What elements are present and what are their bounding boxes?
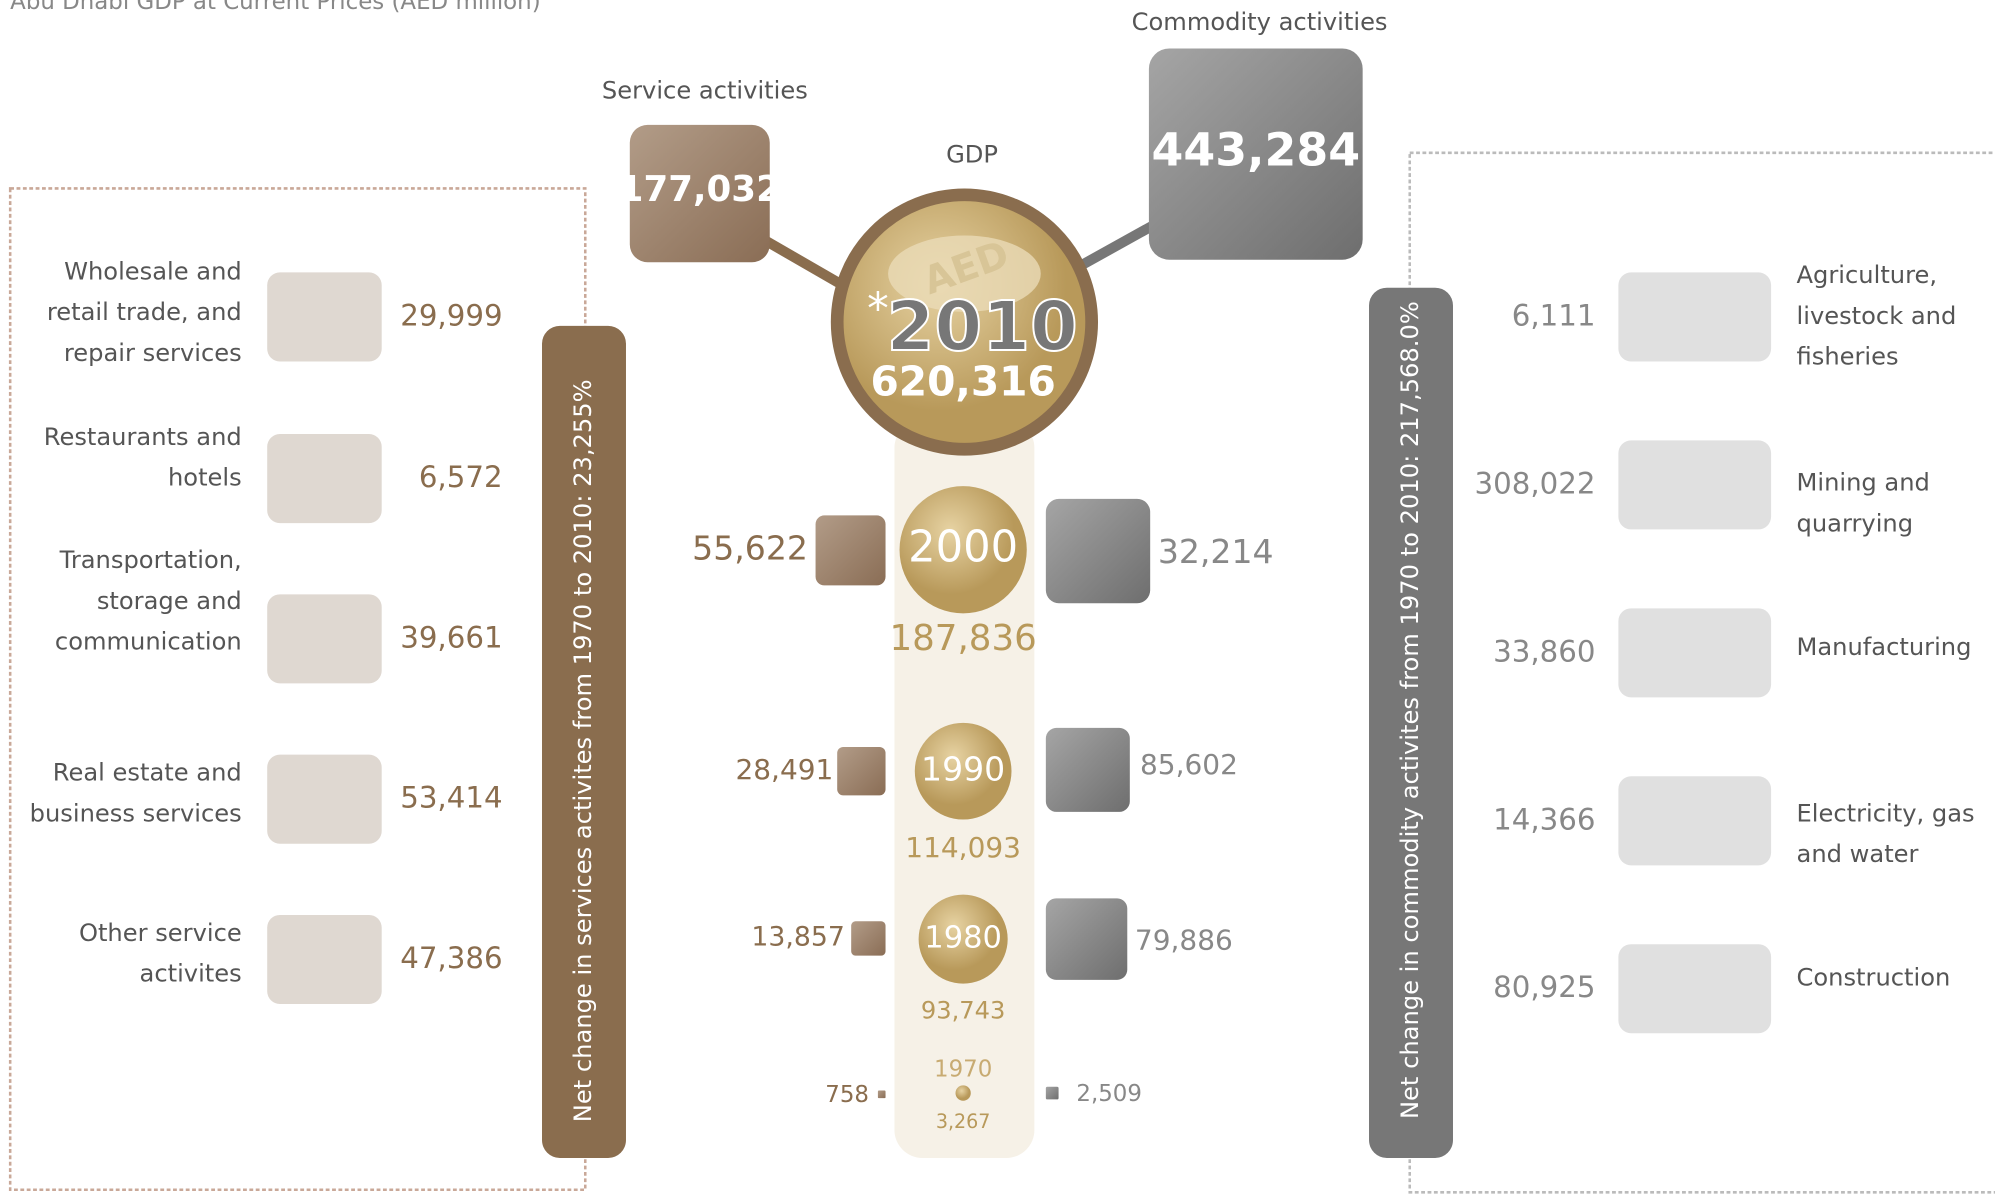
- infographic: Abu Dhabi GDP at Current Prices (AED mil…: [0, 0, 1995, 1195]
- label: Mining and: [1797, 469, 1930, 497]
- sector-icon: [267, 755, 382, 844]
- label: 443,284: [1151, 122, 1360, 176]
- label: 177,032: [619, 169, 781, 210]
- label: 47,386: [400, 941, 502, 975]
- label: Restaurants and: [44, 423, 242, 451]
- label: 1970: [934, 1057, 992, 1083]
- label: Transportation,: [59, 546, 242, 574]
- label: 2000: [908, 522, 1018, 572]
- label: 6,572: [419, 460, 503, 494]
- label: 93,743: [921, 997, 1006, 1025]
- label: 79,886: [1135, 924, 1233, 957]
- label: GDP: [946, 140, 998, 168]
- label: 32,214: [1158, 532, 1274, 571]
- label: Net change in services activites from 19…: [569, 379, 597, 1122]
- sector-icon: [1618, 776, 1771, 865]
- sector-icon: [1618, 608, 1771, 697]
- label: 6,111: [1512, 298, 1596, 332]
- sector-icon: [1618, 272, 1771, 361]
- label: Wholesale and: [64, 257, 242, 285]
- commodity-square: [1046, 728, 1130, 812]
- service-square: [837, 747, 885, 795]
- sector-icon: [267, 915, 382, 1004]
- label: 14,366: [1493, 802, 1595, 836]
- label: business services: [30, 799, 242, 827]
- label: 85,602: [1140, 748, 1238, 781]
- label: 2,509: [1076, 1081, 1142, 1107]
- label: Commodity activities: [1132, 8, 1388, 36]
- content: Abu Dhabi GDP at Current Prices (AED mil…: [10, 0, 1974, 1133]
- label: quarrying: [1797, 509, 1914, 537]
- label: fisheries: [1797, 343, 1899, 371]
- label: 39,661: [400, 620, 502, 654]
- label: hotels: [168, 464, 242, 492]
- label: Real estate and: [53, 759, 242, 787]
- label: 620,316: [870, 357, 1055, 405]
- commodity-square: [1046, 499, 1150, 603]
- sector-icon: [1618, 944, 1771, 1033]
- commodity-square: [1046, 1087, 1059, 1100]
- label: 3,267: [936, 1111, 991, 1133]
- page: Abu Dhabi GDP at Current Prices (AED mil…: [0, 0, 1995, 1195]
- label: Agriculture,: [1797, 261, 1938, 289]
- label: 80,925: [1493, 970, 1595, 1004]
- service-square: [878, 1091, 886, 1099]
- label: 33,860: [1493, 634, 1595, 668]
- label: communication: [55, 628, 242, 656]
- label: Net change in commodity activites from 1…: [1396, 301, 1424, 1119]
- label: Other service: [79, 919, 242, 947]
- label: livestock and: [1797, 302, 1957, 330]
- label: repair services: [64, 339, 242, 367]
- label: 187,836: [890, 618, 1037, 659]
- label: 308,022: [1475, 466, 1596, 500]
- label: 13,857: [751, 921, 844, 952]
- label: 1990: [921, 750, 1005, 789]
- commodity-square: [1046, 898, 1127, 979]
- label: 1980: [924, 921, 1002, 956]
- label: 53,414: [400, 781, 502, 815]
- sector-icon: [267, 272, 382, 361]
- label: 2010: [887, 287, 1078, 367]
- label: Manufacturing: [1797, 633, 1972, 661]
- label: 29,999: [400, 298, 502, 332]
- label: 758: [825, 1082, 869, 1108]
- label: Electricity, gas: [1797, 799, 1975, 827]
- sector-icon: [267, 434, 382, 523]
- label: and water: [1797, 840, 1919, 868]
- label: retail trade, and: [47, 298, 242, 326]
- label: 28,491: [735, 753, 833, 786]
- sector-icon: [1618, 440, 1771, 529]
- label: *: [867, 284, 889, 334]
- year-circle: [956, 1085, 971, 1100]
- label: Service activities: [602, 77, 808, 105]
- service-square: [851, 921, 885, 955]
- service-square: [816, 515, 886, 585]
- label: Abu Dhabi GDP at Current Prices (AED mil…: [10, 0, 540, 15]
- sector-icon: [267, 594, 382, 683]
- label: 114,093: [905, 831, 1021, 864]
- label: Construction: [1797, 964, 1951, 992]
- label: storage and: [97, 587, 242, 615]
- label: activites: [140, 960, 242, 988]
- label: 55,622: [692, 528, 808, 567]
